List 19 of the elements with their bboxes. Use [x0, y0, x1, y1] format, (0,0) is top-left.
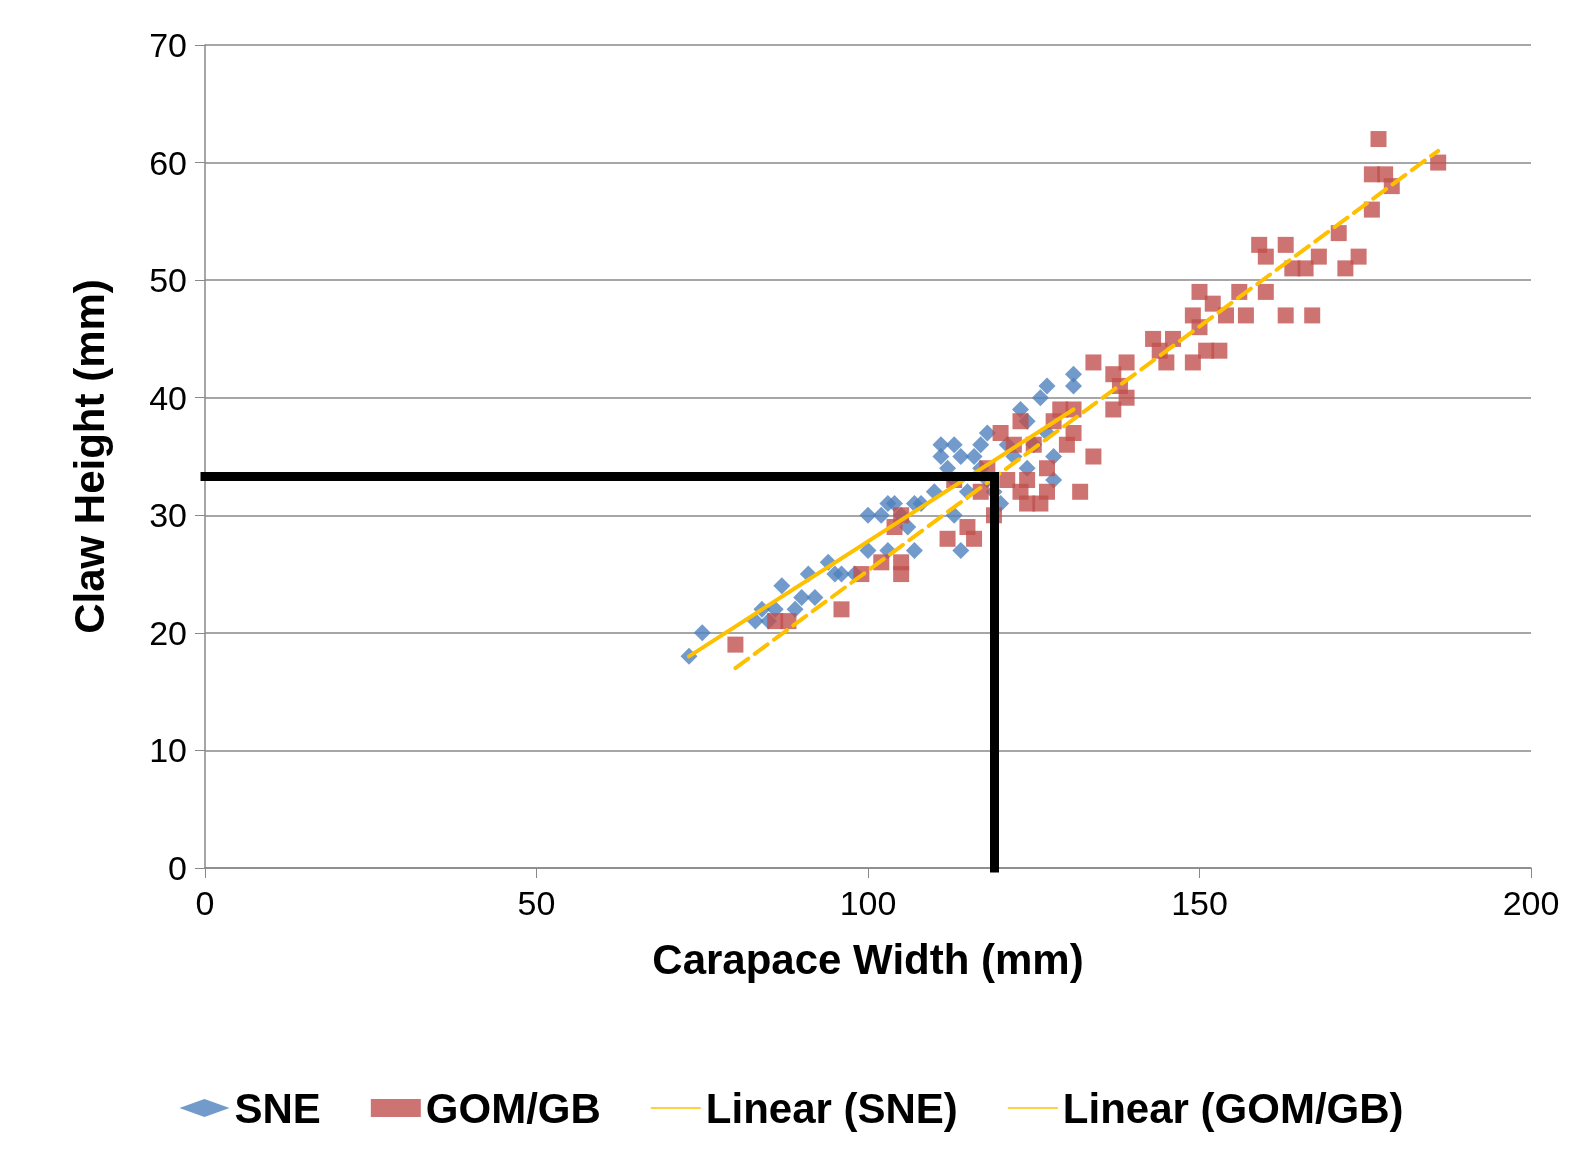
x-axis-title: Carapace Width (mm)	[652, 935, 1084, 983]
legend-label: Linear (SNE)	[705, 1084, 958, 1132]
y-tick-label: 30	[149, 496, 187, 535]
x-tick-label: 200	[1502, 884, 1560, 922]
y-tick-label: 70	[149, 26, 187, 64]
y-tick-label: 20	[149, 613, 187, 652]
y-tick-label: 50	[149, 261, 187, 300]
y-tick-label: 60	[149, 143, 187, 182]
y-axis-title: Claw Height (mm)	[65, 279, 113, 634]
y-tick-label: 0	[168, 849, 187, 887]
legend-label: Linear (GOM/GB)	[1062, 1084, 1404, 1132]
legend-label: GOM/GB	[425, 1084, 601, 1132]
y-tick-label: 40	[149, 378, 187, 417]
x-tick-label: 50	[517, 884, 556, 922]
x-tick-label: 0	[195, 884, 215, 922]
x-tick-label: 150	[1171, 884, 1228, 922]
y-tick-label: 10	[149, 731, 187, 770]
x-tick-label: 100	[839, 884, 897, 922]
legend-label: SNE	[234, 1084, 321, 1132]
